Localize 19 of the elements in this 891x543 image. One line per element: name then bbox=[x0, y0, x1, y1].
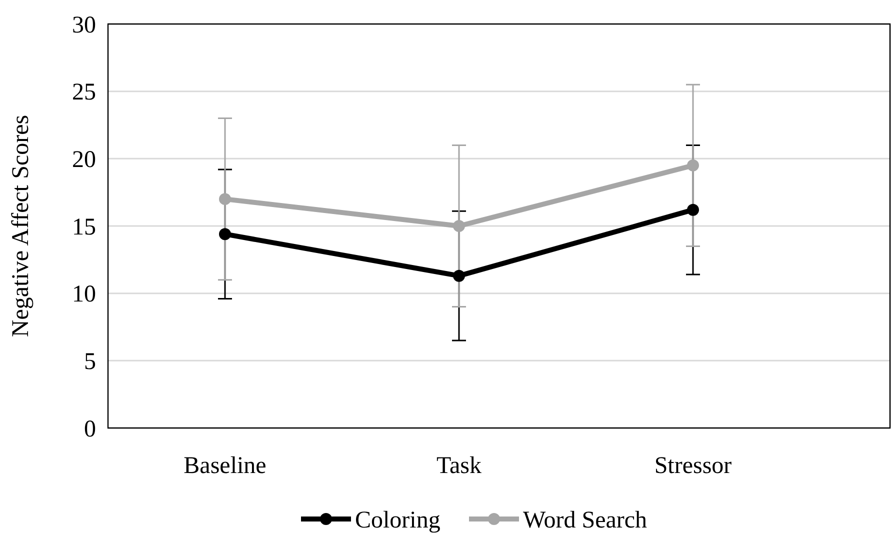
point bbox=[687, 204, 699, 216]
y-tick-label: 20 bbox=[72, 147, 96, 174]
point bbox=[219, 193, 231, 206]
point bbox=[453, 220, 465, 232]
y-tick-label: 0 bbox=[84, 416, 96, 442]
y-tick-label: 10 bbox=[72, 282, 96, 308]
point bbox=[687, 159, 699, 172]
x-tick-label: Task bbox=[436, 453, 482, 479]
y-tick-label: 25 bbox=[72, 80, 96, 106]
legend-label: Word Search bbox=[523, 507, 648, 534]
point bbox=[219, 228, 231, 240]
y-tick-label: 30 bbox=[72, 12, 96, 38]
legend-label: Coloring bbox=[355, 507, 440, 534]
y-axis-title: Negative Affect Scores bbox=[8, 114, 34, 338]
y-tick-label: 5 bbox=[84, 349, 96, 376]
x-tick-label: Baseline bbox=[184, 453, 266, 479]
y-tick-label: 15 bbox=[72, 214, 96, 240]
x-tick-label: Stressor bbox=[654, 453, 732, 479]
point bbox=[453, 270, 465, 282]
